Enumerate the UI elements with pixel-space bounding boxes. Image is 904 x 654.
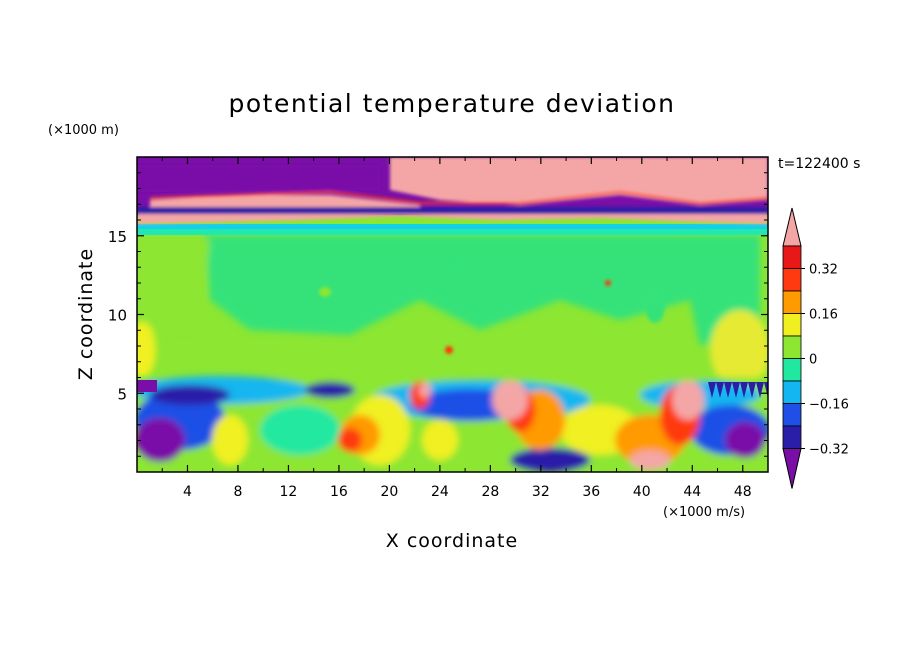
field-mid-zero [205, 235, 760, 345]
colorbar-segment [782, 245, 802, 269]
colorbar: 0.32 0.16 0 −0.16 −0.32 [782, 207, 849, 489]
x-tick-label: 12 [280, 484, 298, 500]
contour-field [137, 157, 768, 472]
low-red-1 [338, 428, 362, 452]
x-ticks: 4 8 12 16 20 24 28 32 36 40 44 48 [161, 157, 752, 500]
x-tick-label: 20 [380, 484, 398, 500]
anomaly-c [452, 259, 464, 271]
low-purple-edge-left [137, 380, 157, 392]
low-teal-1 [260, 405, 340, 455]
colorbar-top-arrow [782, 207, 802, 247]
colorbar-segment [782, 313, 802, 337]
y-tick-label: 5 [117, 385, 127, 403]
anomaly-b [605, 280, 611, 286]
field-right-warm [710, 310, 768, 390]
low-yellow-1 [212, 415, 248, 465]
colorbar-segment [782, 335, 802, 359]
x-axis-label: X coordinate [386, 530, 518, 552]
low-pink-2 [672, 380, 704, 420]
colorbar-segment [782, 380, 802, 404]
low-pink-4 [419, 382, 431, 398]
colorbar-segment [782, 403, 802, 427]
x-tick-label: 24 [431, 484, 449, 500]
x-tick-label: 40 [633, 484, 651, 500]
x-tick-label: 32 [532, 484, 550, 500]
colorbar-label: −0.16 [809, 398, 849, 413]
low-spikes-right [708, 382, 768, 398]
anomaly-a [445, 346, 453, 354]
y-ticks: 5 10 15 [108, 172, 768, 457]
colorbar-segment [782, 268, 802, 292]
colorbar-label: 0.32 [809, 263, 838, 278]
x-tick-label: 8 [233, 484, 242, 500]
x-tick-label: 16 [330, 484, 348, 500]
anomaly-d [645, 287, 665, 323]
colorbar-label: 0.16 [809, 308, 838, 323]
field-purple-top-left [137, 165, 380, 192]
low-purple-1 [137, 418, 185, 462]
field-upper-red-rim [149, 190, 768, 205]
colorbar-segment [782, 425, 802, 449]
colorbar-label: 0 [809, 353, 817, 368]
field-left-warm [137, 322, 156, 378]
time-label: t=122400 s [778, 156, 860, 172]
y-unit-label: (×1000 m) [48, 123, 119, 138]
low-pink-1 [492, 380, 528, 420]
x-unit-label: (×1000 m/s) [663, 505, 745, 520]
x-tick-label: 36 [582, 484, 600, 500]
field-pink-lower [137, 214, 768, 224]
low-yellow-3 [422, 420, 458, 460]
y-tick-label: 15 [108, 228, 127, 246]
field-upper-pink [390, 157, 768, 205]
colorbar-segment [782, 290, 802, 314]
low-purple-3 [150, 385, 230, 405]
low-pink-3 [630, 450, 670, 470]
colorbar-bottom-arrow [782, 448, 802, 489]
x-tick-label: 44 [683, 484, 701, 500]
x-tick-label: 28 [481, 484, 499, 500]
field-mid-zero-left [137, 240, 210, 335]
colorbar-label: −0.32 [809, 443, 849, 458]
anomaly-e [319, 287, 331, 297]
y-tick-label: 10 [108, 307, 127, 325]
x-tick-label: 48 [734, 484, 752, 500]
y-axis-label: Z coordinate [75, 248, 97, 380]
chart-title: potential temperature deviation [229, 89, 676, 118]
colorbar-segment [782, 358, 802, 382]
field-blue-strip [137, 207, 768, 214]
low-darkblue-1 [510, 448, 590, 472]
field-interface-edge [137, 229, 768, 235]
x-tick-label: 4 [183, 484, 192, 500]
low-purple-2 [725, 422, 765, 458]
low-darkblue-2 [305, 382, 355, 398]
